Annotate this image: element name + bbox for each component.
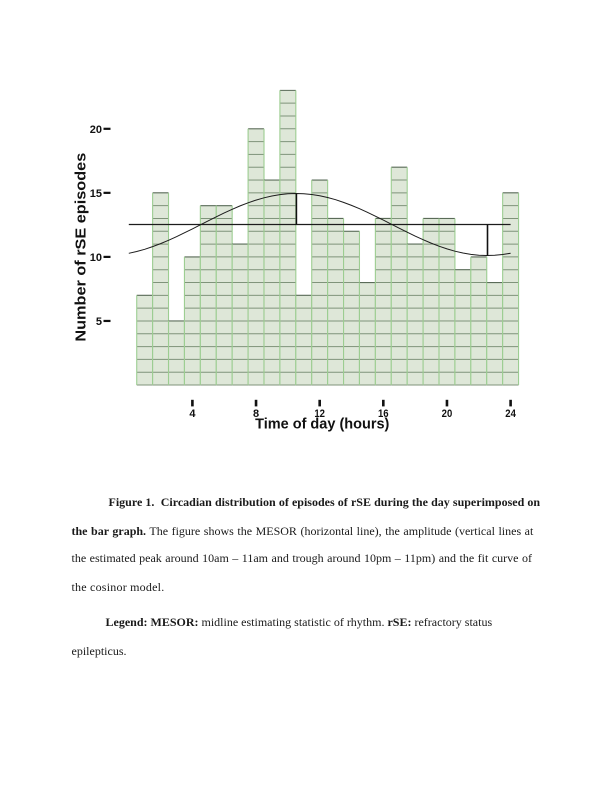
svg-text:20: 20 [442, 408, 453, 420]
svg-text:Number of rSE episodes: Number of rSE episodes [73, 153, 90, 342]
svg-text:12: 12 [314, 408, 325, 420]
svg-text:24: 24 [505, 408, 516, 420]
svg-text:16: 16 [378, 408, 389, 420]
svg-text:10: 10 [90, 252, 102, 264]
svg-text:Time of day (hours): Time of day (hours) [255, 415, 389, 432]
svg-text:20: 20 [90, 124, 102, 136]
svg-text:5: 5 [96, 316, 102, 328]
svg-text:4: 4 [189, 408, 196, 420]
svg-text:15: 15 [90, 188, 102, 200]
svg-text:8: 8 [253, 408, 259, 420]
